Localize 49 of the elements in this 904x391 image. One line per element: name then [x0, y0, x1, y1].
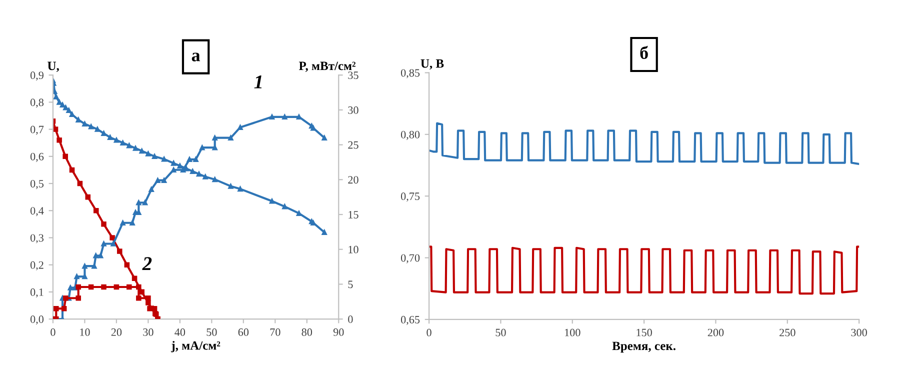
- y-tick-label: 0,8: [30, 98, 44, 108]
- y-tick-label: 0,75: [400, 192, 420, 202]
- y-tick-label: 0,3: [30, 234, 44, 244]
- x-tick-label: 200: [708, 328, 724, 336]
- x-tick-label: 70: [270, 328, 280, 336]
- y-tick-label: 0,2: [30, 261, 44, 270]
- y2-axis-title: P, мВт/см²: [298, 62, 356, 72]
- x-tick-label: 40: [174, 328, 186, 336]
- x-tick-label: 30: [143, 328, 154, 336]
- x-tick-label: 60: [238, 328, 249, 336]
- y-axis-title: U,: [48, 62, 59, 72]
- y2-tick-label: 25: [348, 141, 358, 149]
- y-tick-label: 0,7: [30, 126, 44, 135]
- x-tick-label: 50: [206, 328, 217, 336]
- x-axis-title: Время, сек.: [612, 342, 676, 353]
- chart-title: б: [640, 46, 648, 60]
- y-tick-label: 0,9: [30, 72, 44, 81]
- x-tick-label: 150: [636, 328, 652, 336]
- y-tick-label: 0,6: [30, 152, 44, 162]
- y-tick-label: 0,5: [30, 180, 44, 190]
- chart-title: а: [192, 52, 200, 62]
- y-tick-label: 0,65: [400, 316, 420, 326]
- y2-tick-label: 10: [348, 246, 358, 254]
- y2-tick-label: 35: [348, 72, 358, 80]
- y2-tick-label: 20: [348, 176, 358, 184]
- y-tick-label: 0,80: [400, 130, 420, 140]
- x-tick-label: 0: [426, 328, 432, 336]
- x-tick-label: 20: [111, 328, 122, 336]
- y2-tick-label: 15: [348, 211, 358, 218]
- x-tick-label: 90: [333, 328, 344, 336]
- y-tick-label: 0,1: [30, 288, 44, 298]
- y-tick-label: 0,70: [400, 254, 420, 264]
- y-axis-title: U, В: [420, 59, 444, 70]
- y-tick-label: 0,85: [400, 69, 420, 78]
- x-axis-title: j, мА/см²: [171, 340, 220, 352]
- x-tick-label: 300: [851, 328, 867, 336]
- x-tick-label: 10: [80, 328, 90, 336]
- x-tick-label: 250: [780, 328, 796, 336]
- y-tick-label: 0,4: [30, 207, 44, 216]
- y2-tick-label: 5: [348, 280, 353, 288]
- x-tick-label: 80: [302, 328, 312, 336]
- x-tick-label: 50: [496, 328, 506, 336]
- x-tick-label: 100: [565, 328, 580, 336]
- y-tick-label: 0,0: [30, 316, 44, 325]
- x-tick-label: 0: [50, 328, 56, 336]
- y2-tick-label: 30: [348, 106, 358, 114]
- y2-tick-label: 0: [348, 316, 353, 324]
- annotation: 1: [254, 75, 262, 88]
- annotation: 2: [142, 257, 152, 270]
